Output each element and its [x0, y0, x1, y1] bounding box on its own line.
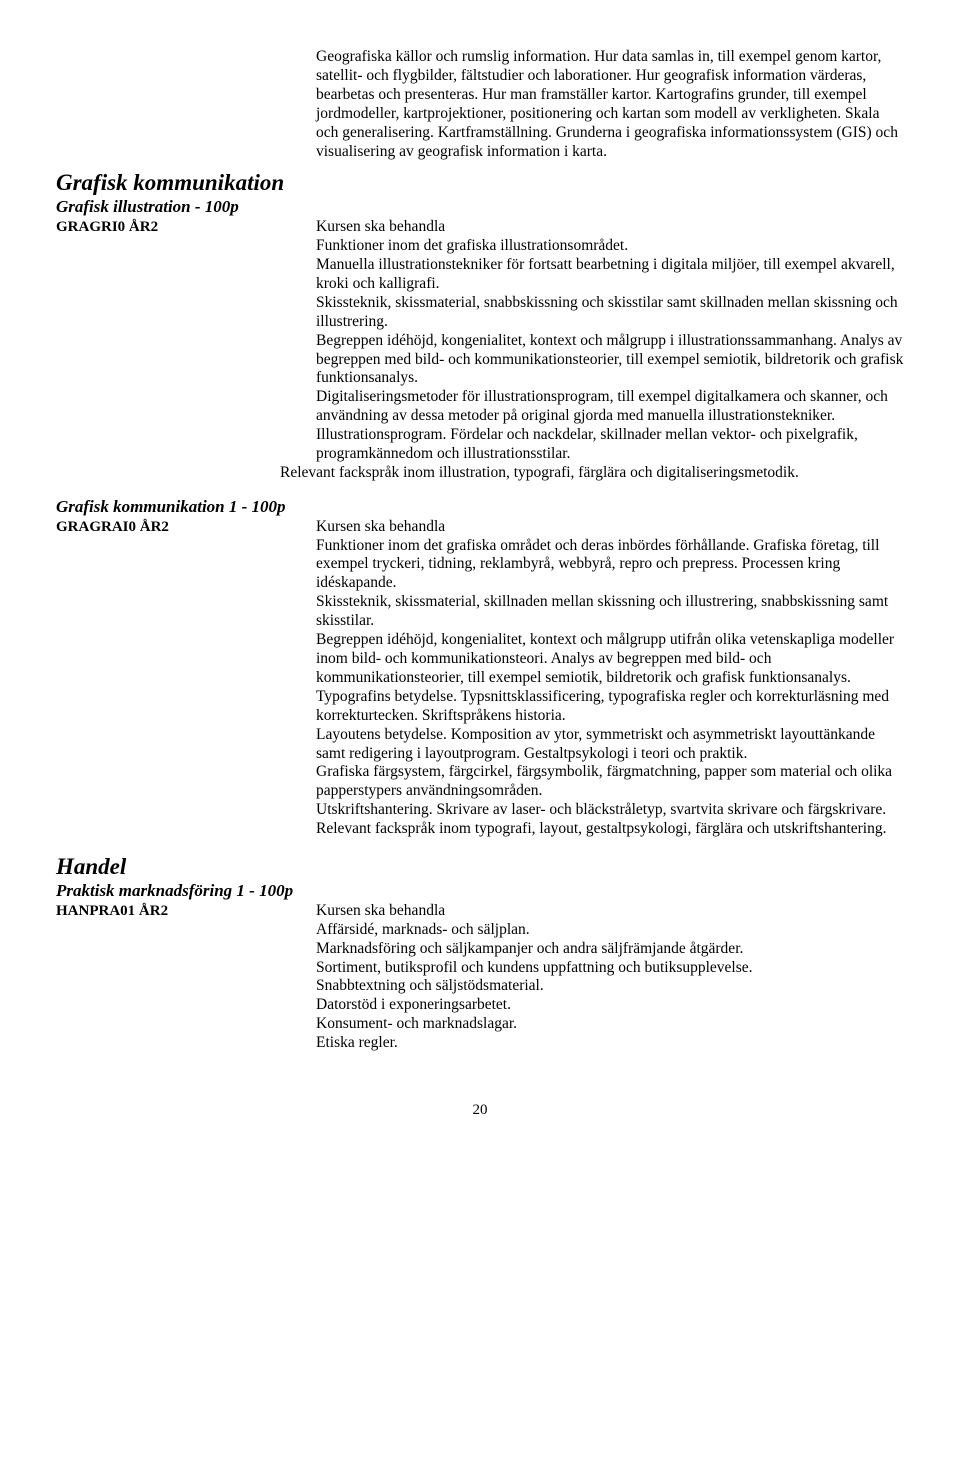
course-body-3: Affärsidé, marknads- och säljplan. Markn…: [316, 921, 753, 1051]
course-body-2: Funktioner inom det grafiska området och…: [316, 537, 894, 838]
subsection-title-praktisk-marknadsforing: Praktisk marknadsföring 1 - 100p: [56, 881, 904, 902]
section-title-grafisk-kommunikation: Grafisk kommunikation: [56, 169, 904, 197]
intro-text: Geografiska källor och rumslig informati…: [316, 48, 904, 161]
section-title-handel: Handel: [56, 853, 904, 881]
course-body-1a: Funktioner inom det grafiska illustratio…: [316, 237, 903, 462]
course-lead-1: Kursen ska behandla: [316, 218, 445, 235]
page-number: 20: [56, 1101, 904, 1119]
course-lead-2: Kursen ska behandla: [316, 518, 445, 535]
course-code-hanpra01: HANPRA01 ÅR2: [56, 903, 168, 919]
subsection-title-grafisk-illustration: Grafisk illustration - 100p: [56, 197, 904, 218]
subsection-title-grafisk-kommunikation-1: Grafisk kommunikation 1 - 100p: [56, 497, 904, 518]
course-body-1b: Relevant fackspråk inom illustration, ty…: [280, 464, 799, 481]
course-lead-3: Kursen ska behandla: [316, 902, 445, 919]
course-code-gragri0: GRAGRI0 ÅR2: [56, 219, 158, 235]
course-code-gragrai0: GRAGRAI0 ÅR2: [56, 519, 169, 535]
